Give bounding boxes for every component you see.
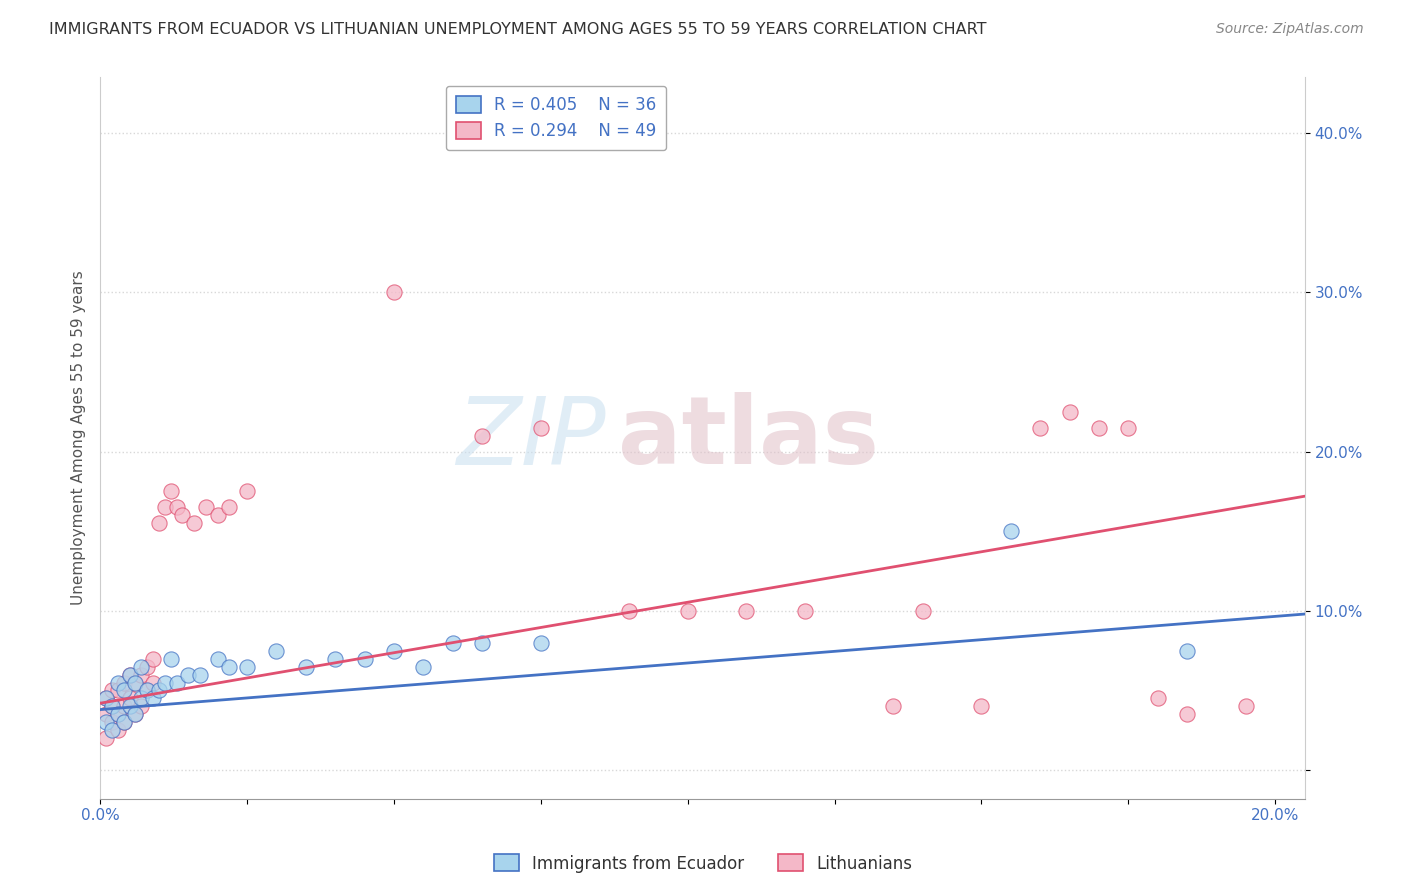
Point [382,643,405,657]
Point [735,604,758,618]
Point [94,707,117,722]
Point [530,421,553,435]
Point [124,707,146,722]
Point [172,508,194,523]
Point [107,707,129,722]
Point [1000,524,1022,539]
Point [153,675,176,690]
Point [148,516,170,531]
Point [294,659,316,673]
Y-axis label: Unemployment Among Ages 55 to 59 years: Unemployment Among Ages 55 to 59 years [72,271,86,606]
Point [1059,405,1081,419]
Point [129,699,152,714]
Point [129,691,152,706]
Point [207,508,229,523]
Point [471,636,494,650]
Point [129,659,152,673]
Point [129,667,152,681]
Point [1146,691,1168,706]
Point [1234,699,1257,714]
Point [1175,707,1198,722]
Point [124,675,146,690]
Point [136,683,159,698]
Point [471,428,494,442]
Point [101,683,124,698]
Point [530,636,553,650]
Point [617,604,640,618]
Point [142,651,165,665]
Point [101,723,124,738]
Point [218,500,240,515]
Point [236,659,259,673]
Point [118,691,141,706]
Point [970,699,993,714]
Point [1088,421,1111,435]
Point [124,675,146,690]
Point [794,604,817,618]
Point [101,699,124,714]
Point [112,699,135,714]
Point [153,500,176,515]
Point [412,659,434,673]
Point [112,715,135,730]
Legend: Immigrants from Ecuador, Lithuanians: Immigrants from Ecuador, Lithuanians [488,847,918,880]
Legend: R = 0.405    N = 36, R = 0.294    N = 49: R = 0.405 N = 36, R = 0.294 N = 49 [446,86,666,151]
Point [236,484,259,499]
Point [207,651,229,665]
Point [218,659,240,673]
Point [112,715,135,730]
Point [118,667,141,681]
Point [107,707,129,722]
Point [107,723,129,738]
Point [676,604,699,618]
Point [142,691,165,706]
Text: atlas: atlas [619,392,879,484]
Point [1029,421,1052,435]
Point [159,484,181,499]
Point [94,691,117,706]
Text: IMMIGRANTS FROM ECUADOR VS LITHUANIAN UNEMPLOYMENT AMONG AGES 55 TO 59 YEARS COR: IMMIGRANTS FROM ECUADOR VS LITHUANIAN UN… [49,22,987,37]
Point [882,699,904,714]
Point [159,651,181,665]
Point [441,636,464,650]
Point [148,683,170,698]
Point [353,651,375,665]
Point [107,683,129,698]
Point [112,675,135,690]
Point [94,691,117,706]
Point [1118,421,1140,435]
Text: ZIP: ZIP [457,392,606,483]
Point [101,715,124,730]
Point [107,675,129,690]
Point [1175,643,1198,657]
Point [266,643,288,657]
Point [101,699,124,714]
Point [911,604,934,618]
Point [136,659,159,673]
Point [166,500,188,515]
Point [136,683,159,698]
Point [177,667,200,681]
Point [118,699,141,714]
Point [142,675,165,690]
Point [166,675,188,690]
Point [382,285,405,300]
Point [124,707,146,722]
Point [94,731,117,746]
Point [194,500,217,515]
Point [112,683,135,698]
Point [94,715,117,730]
Point [183,516,205,531]
Point [323,651,346,665]
Point [118,667,141,681]
Text: Source: ZipAtlas.com: Source: ZipAtlas.com [1216,22,1364,37]
Point [188,667,211,681]
